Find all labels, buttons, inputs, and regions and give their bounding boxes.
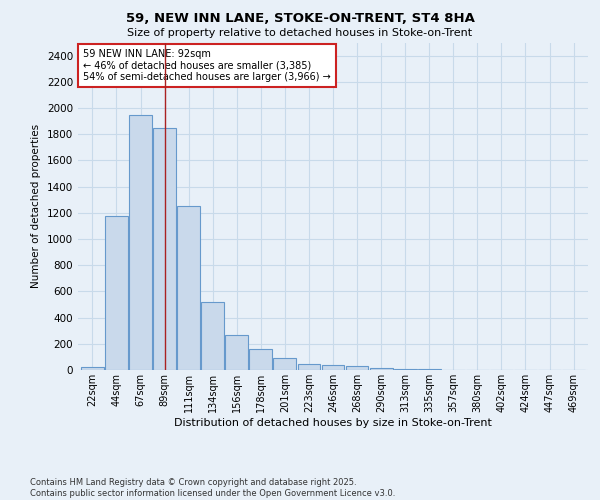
Bar <box>298 364 320 370</box>
Y-axis label: Number of detached properties: Number of detached properties <box>31 124 41 288</box>
Text: 59, NEW INN LANE, STOKE-ON-TRENT, ST4 8HA: 59, NEW INN LANE, STOKE-ON-TRENT, ST4 8H… <box>125 12 475 26</box>
Text: 59 NEW INN LANE: 92sqm
← 46% of detached houses are smaller (3,385)
54% of semi-: 59 NEW INN LANE: 92sqm ← 46% of detached… <box>83 49 331 82</box>
Bar <box>81 368 104 370</box>
Bar <box>129 114 152 370</box>
X-axis label: Distribution of detached houses by size in Stoke-on-Trent: Distribution of detached houses by size … <box>174 418 492 428</box>
Text: Contains HM Land Registry data © Crown copyright and database right 2025.
Contai: Contains HM Land Registry data © Crown c… <box>30 478 395 498</box>
Bar <box>226 334 248 370</box>
Bar <box>250 349 272 370</box>
Bar <box>177 206 200 370</box>
Bar <box>105 216 128 370</box>
Bar <box>322 366 344 370</box>
Bar <box>153 128 176 370</box>
Bar <box>346 366 368 370</box>
Bar <box>274 358 296 370</box>
Bar <box>201 302 224 370</box>
Bar <box>394 369 416 370</box>
Text: Size of property relative to detached houses in Stoke-on-Trent: Size of property relative to detached ho… <box>127 28 473 38</box>
Bar <box>370 368 392 370</box>
